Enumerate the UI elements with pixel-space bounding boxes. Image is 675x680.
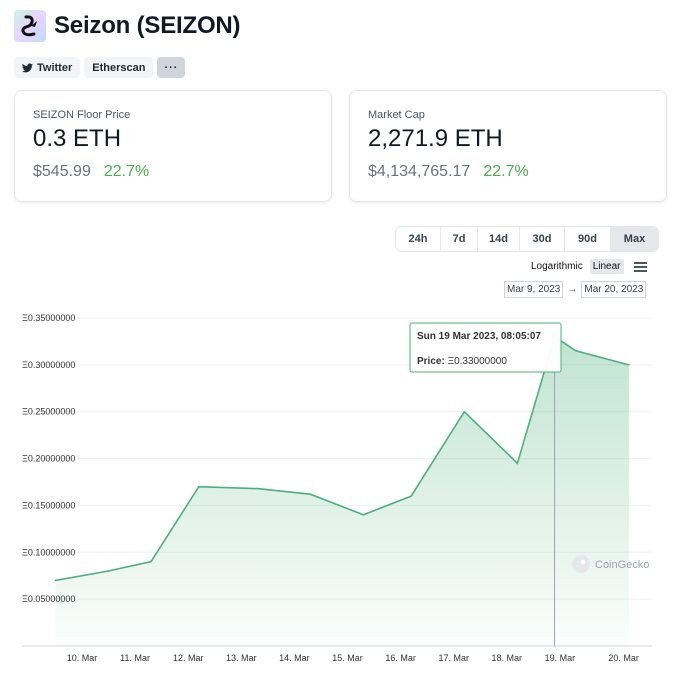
floor-price-usd: $545.99	[33, 163, 91, 180]
date-range: Mar 9, 2023 → Mar 20, 2023	[504, 281, 647, 298]
y-tick-label: Ξ0.30000000	[22, 360, 75, 370]
y-tick-label: Ξ0.10000000	[22, 547, 75, 557]
price-tooltip: Sun 19 Mar 2023, 08:05:07 Price: Ξ0.33000…	[409, 322, 562, 373]
price-point[interactable]	[107, 570, 110, 572]
range-90d-button[interactable]: 90d	[565, 227, 611, 251]
price-point[interactable]	[150, 560, 152, 563]
y-tick-label: Ξ0.35000000	[22, 313, 75, 323]
date-from-input[interactable]: Mar 9, 2023	[504, 281, 564, 298]
x-tick-label: 10. Mar	[67, 653, 98, 663]
coingecko-logo-icon	[572, 555, 590, 573]
price-point[interactable]	[463, 410, 466, 413]
floor-price-value: 0.3 ETH	[33, 125, 122, 152]
range-max-button[interactable]: Max	[611, 227, 658, 251]
tooltip-price: Price: Ξ0.33000000	[417, 356, 507, 367]
etherscan-label: Etherscan	[92, 61, 146, 74]
y-tick-label: Ξ0.15000000	[22, 500, 75, 510]
more-icon: ···	[164, 61, 179, 74]
etherscan-link[interactable]: Etherscan	[84, 57, 154, 78]
range-14d-button[interactable]: 14d	[478, 227, 520, 251]
y-tick-label: Ξ0.20000000	[22, 454, 75, 464]
price-point[interactable]	[516, 462, 519, 465]
twitter-link[interactable]: Twitter	[14, 57, 81, 78]
market-cap-value: 2,271.9 ETH	[368, 125, 503, 152]
price-point[interactable]	[309, 493, 312, 495]
twitter-icon	[22, 62, 33, 72]
x-tick-label: 12. Mar	[173, 653, 204, 663]
x-tick-label: 13. Mar	[226, 653, 257, 663]
market-cap-label: Market Cap	[368, 109, 425, 121]
price-point[interactable]	[362, 514, 365, 516]
linear-option[interactable]: Linear	[589, 259, 624, 274]
price-point[interactable]	[410, 495, 413, 497]
logarithmic-option[interactable]: Logarithmic	[531, 261, 583, 272]
y-tick-label: Ξ0.25000000	[22, 407, 75, 417]
page-title: Seizon (SEIZON)	[54, 12, 241, 39]
more-links-button[interactable]: ···	[157, 57, 186, 78]
collection-logo	[14, 10, 46, 42]
time-range-selector: 24h 7d 14d 30d 90d Max	[395, 226, 659, 252]
range-30d-button[interactable]: 30d	[520, 227, 565, 251]
price-point[interactable]	[198, 485, 200, 488]
price-point[interactable]	[575, 350, 577, 352]
floor-price-label: SEIZON Floor Price	[33, 109, 131, 121]
arrow-right-icon: →	[567, 284, 578, 295]
scale-toggle: Logarithmic Linear	[528, 259, 647, 274]
x-tick-label: 17. Mar	[438, 653, 469, 663]
date-to-input[interactable]: Mar 20, 2023	[581, 281, 647, 298]
price-point[interactable]	[628, 364, 630, 366]
twitter-label: Twitter	[37, 61, 73, 74]
price-point[interactable]	[256, 487, 259, 490]
x-tick-label: 11. Mar	[120, 653, 150, 663]
collection-header: Seizon (SEIZON)	[14, 10, 241, 42]
x-tick-label: 14. Mar	[279, 653, 310, 663]
x-tick-label: 16. Mar	[385, 653, 416, 663]
range-24h-button[interactable]: 24h	[396, 227, 441, 251]
x-tick-label: 15. Mar	[332, 653, 363, 663]
price-point[interactable]	[54, 579, 57, 582]
y-tick-label: Ξ0.05000000	[22, 594, 75, 604]
tooltip-date: Sun 19 Mar 2023, 08:05:07	[417, 331, 541, 342]
coingecko-label: CoinGecko	[595, 559, 649, 571]
x-tick-label: 18. Mar	[492, 653, 523, 663]
range-7d-button[interactable]: 7d	[441, 227, 478, 251]
price-area-fill	[55, 336, 629, 646]
x-tick-label: 19. Mar	[545, 653, 576, 663]
market-cap-card: Market Cap 2,271.9 ETH $4,134,765.17 22.…	[349, 90, 667, 202]
floor-price-card: SEIZON Floor Price 0.3 ETH $545.99 22.7%	[14, 90, 332, 202]
floor-price-change: 22.7%	[103, 163, 150, 180]
external-links: Twitter Etherscan ···	[14, 57, 186, 78]
chart-menu-icon[interactable]	[633, 261, 647, 272]
coingecko-watermark: CoinGecko	[572, 555, 649, 573]
market-cap-change: 22.7%	[483, 163, 529, 180]
x-tick-label: 20. Mar	[608, 653, 639, 663]
market-cap-usd: $4,134,765.17	[368, 163, 471, 180]
